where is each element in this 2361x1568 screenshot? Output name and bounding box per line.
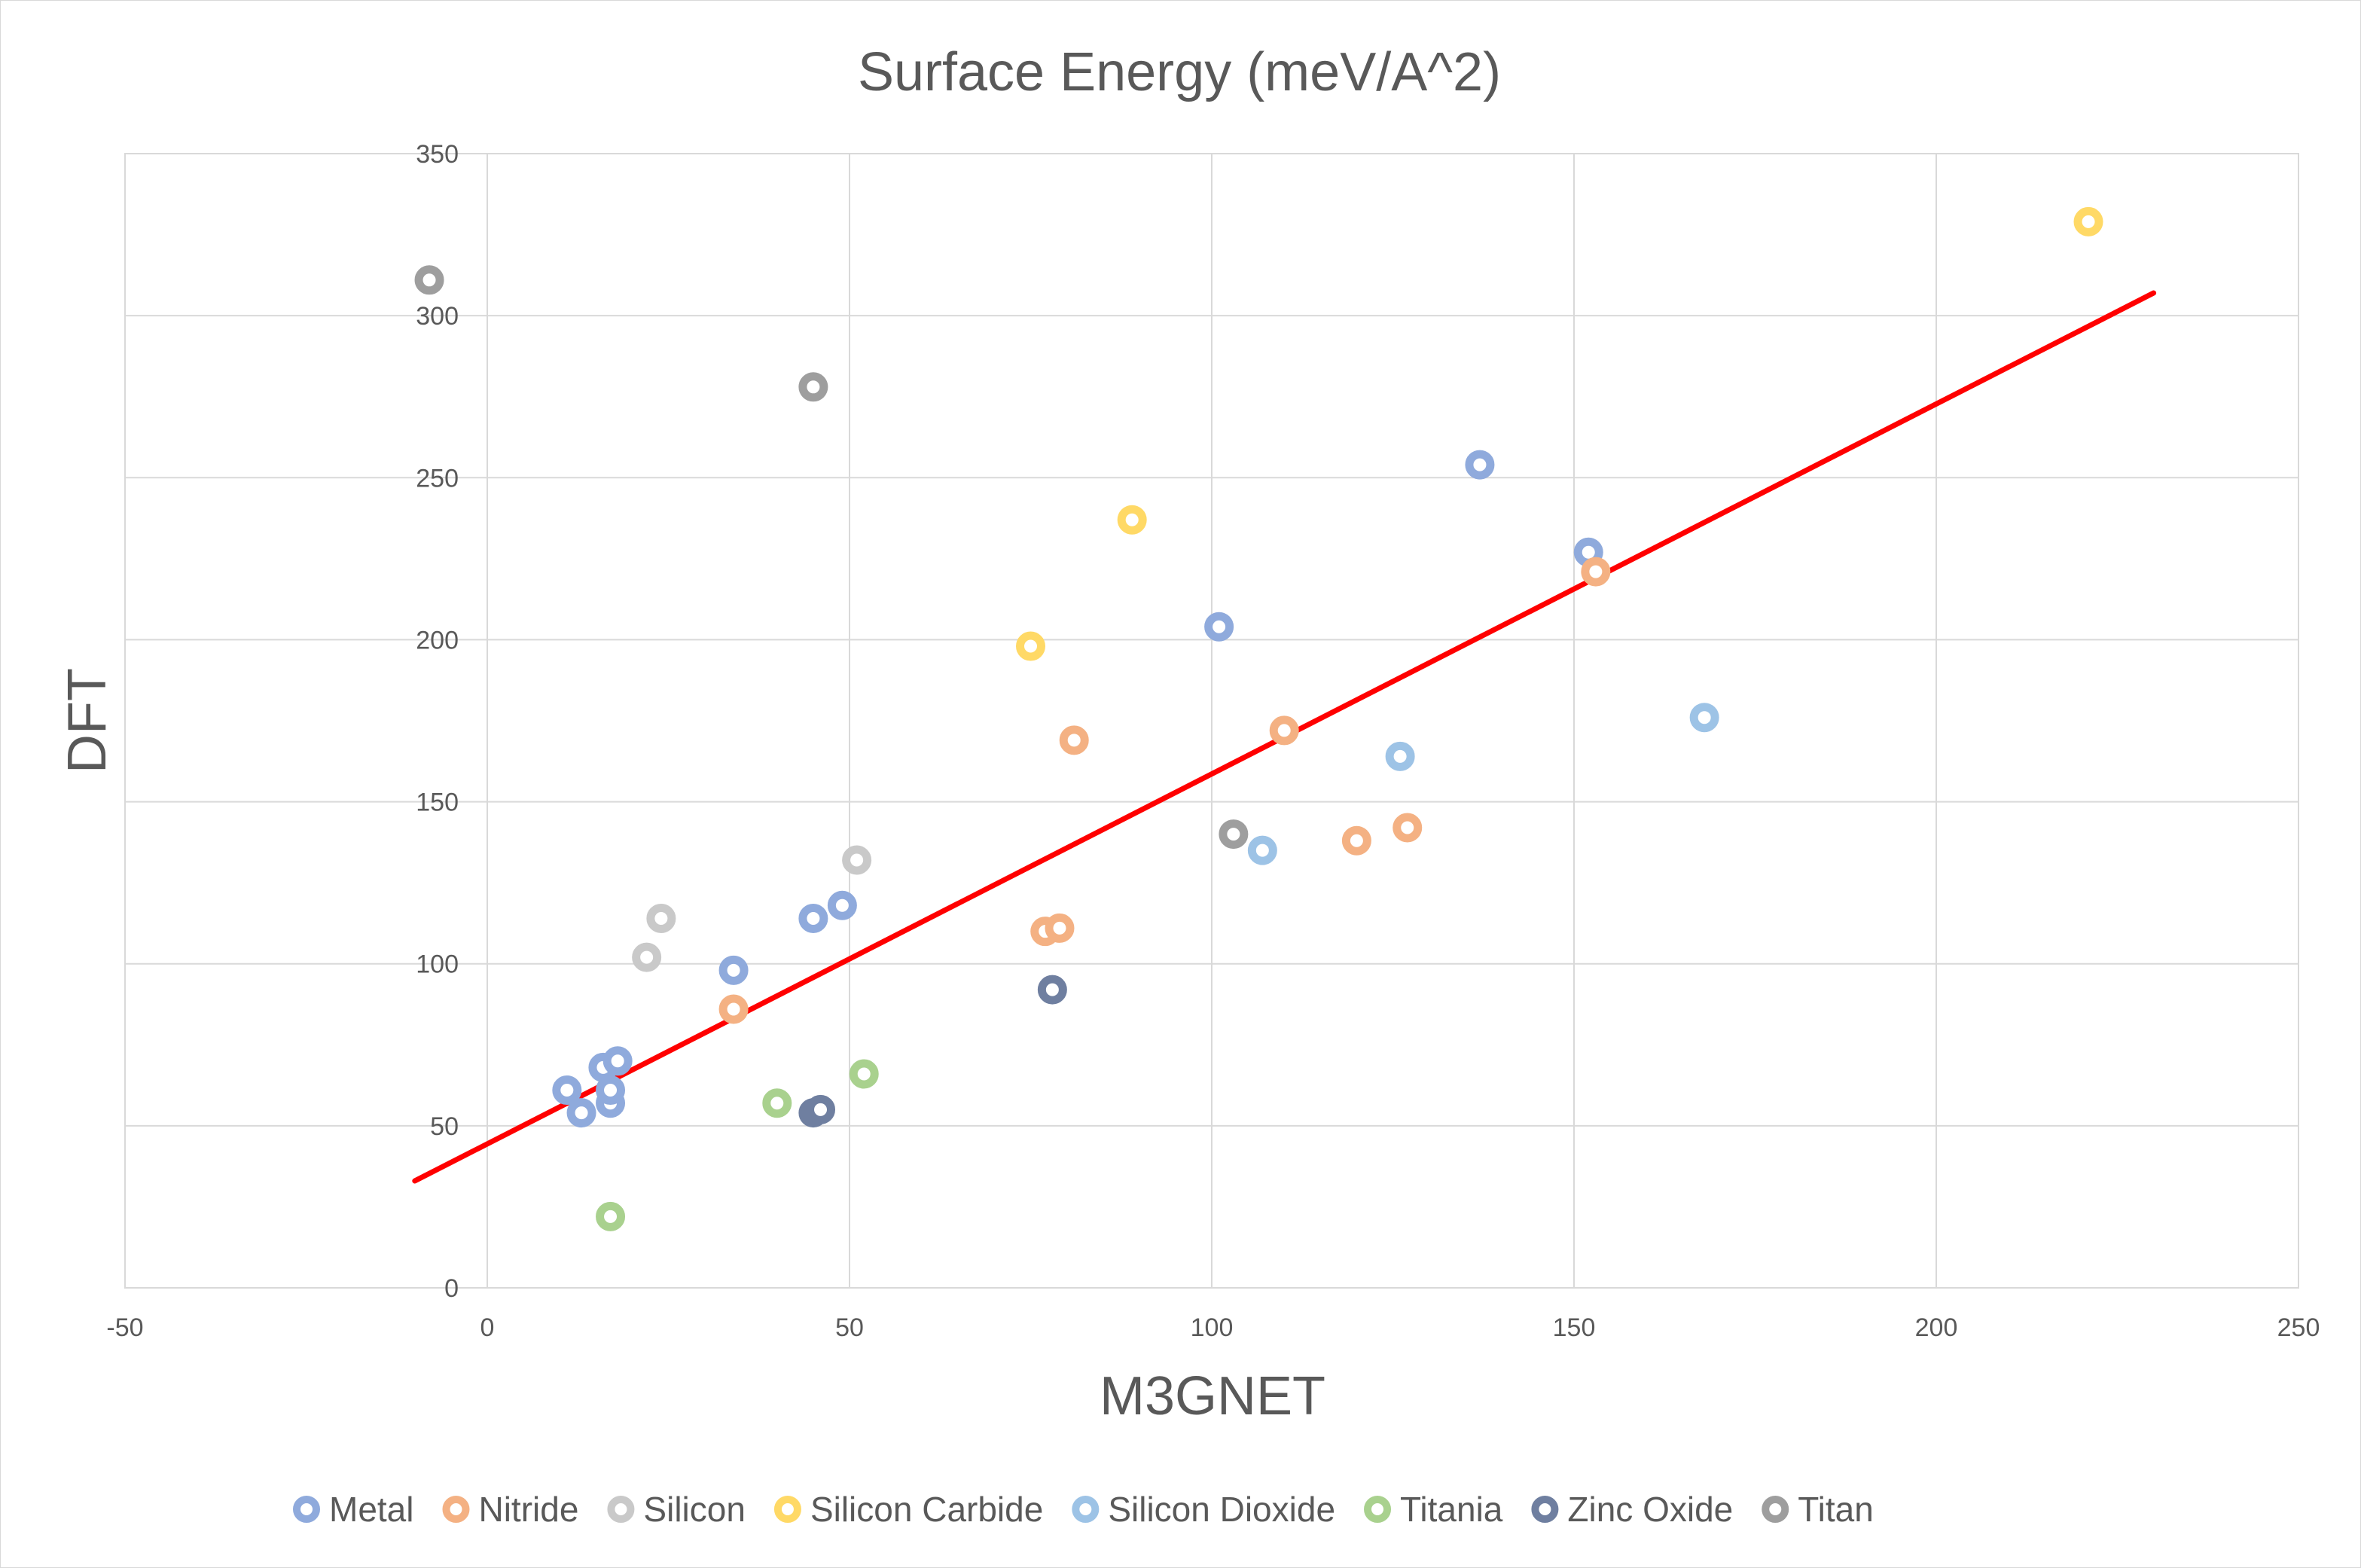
y-axis-title: DFT (57, 668, 117, 773)
y-tick-label: 300 (416, 302, 459, 331)
legend-label: Silicon Dioxide (1108, 1490, 1335, 1529)
point-silicon-dioxide (1247, 835, 1277, 865)
point-titania (762, 1088, 792, 1118)
point-silicon-carbide (2073, 206, 2103, 236)
legend-label: Titan (1798, 1490, 1874, 1529)
chart-title: Surface Energy (meV/A^2) (858, 42, 1501, 102)
point-silicon-carbide (1016, 631, 1045, 661)
legend-item-titania: Titania (1364, 1490, 1503, 1529)
point-metal (552, 1075, 582, 1106)
point-nitride (1059, 725, 1089, 755)
x-tick-label: 150 (1553, 1313, 1596, 1342)
legend-label: Nitride (478, 1490, 578, 1529)
x-tick-label: 50 (835, 1313, 864, 1342)
legend-item-nitride: Nitride (442, 1490, 578, 1529)
point-titania (596, 1201, 626, 1231)
point-silicon-dioxide (1385, 741, 1415, 771)
legend-marker-metal (293, 1496, 320, 1523)
point-metal (566, 1098, 596, 1128)
legend-label: Metal (329, 1490, 413, 1529)
legend-label: Titania (1400, 1490, 1503, 1529)
legend-marker-silicon (607, 1496, 635, 1523)
y-tick-label: 250 (416, 464, 459, 493)
y-tick-label: 150 (416, 789, 459, 817)
legend-item-silicon-dioxide: Silicon Dioxide (1072, 1490, 1335, 1529)
point-metal (1465, 450, 1495, 480)
y-tick-label: 0 (444, 1274, 459, 1303)
legend-item-silicon-carbide: Silicon Carbide (773, 1490, 1043, 1529)
point-metal (1204, 612, 1234, 642)
x-tick-label: 0 (480, 1313, 495, 1342)
y-tick-label: 100 (416, 950, 459, 979)
legend-label: Silicon (643, 1490, 746, 1529)
point-silicon-carbide (1117, 505, 1147, 535)
point-nitride (1581, 557, 1611, 587)
point-nitride (718, 994, 749, 1024)
legend-marker-silicon-dioxide (1072, 1496, 1100, 1523)
point-metal (602, 1046, 633, 1076)
x-tick-label: 100 (1191, 1313, 1234, 1342)
x-tick-label: -50 (106, 1313, 143, 1342)
point-metal (596, 1075, 626, 1106)
point-nitride (1341, 825, 1371, 856)
point-silicon (646, 903, 676, 933)
point-titan (798, 372, 828, 402)
legend-marker-silicon-carbide (773, 1496, 801, 1523)
point-silicon (842, 845, 872, 875)
scatter-points (414, 206, 2103, 1231)
legend-marker-nitride (442, 1496, 470, 1523)
point-titan (1219, 819, 1249, 850)
y-tick-label: 200 (416, 626, 459, 654)
point-nitride (1269, 715, 1299, 746)
x-tick-labels: -50 0 50 100 150 200 250 (106, 1313, 2320, 1342)
point-zinc-oxide (806, 1094, 836, 1124)
x-axis-title: M3GNET (1100, 1366, 1325, 1426)
point-metal (798, 903, 828, 933)
axes (125, 154, 2298, 1289)
legend-item-titan: Titan (1762, 1490, 1874, 1529)
point-titania (849, 1059, 879, 1089)
point-nitride (1045, 913, 1075, 943)
x-tick-label: 250 (2277, 1313, 2320, 1342)
point-zinc-oxide (1037, 975, 1067, 1005)
point-titan (414, 265, 444, 295)
y-tick-label: 350 (416, 140, 459, 169)
legend-label: Silicon Carbide (810, 1490, 1043, 1529)
legend-item-metal: Metal (293, 1490, 413, 1529)
legend-marker-titan (1762, 1496, 1789, 1523)
legend-item-silicon: Silicon (607, 1490, 746, 1529)
point-silicon (632, 942, 662, 972)
legend-label: Zinc Oxide (1567, 1490, 1733, 1529)
legend-item-zinc-oxide: Zinc Oxide (1531, 1490, 1733, 1529)
y-tick-label: 50 (430, 1112, 459, 1141)
point-metal (827, 890, 857, 920)
legend-marker-titania (1364, 1496, 1392, 1523)
point-silicon-dioxide (1689, 703, 1719, 733)
point-metal (718, 955, 749, 985)
legend-marker-zinc-oxide (1531, 1496, 1559, 1523)
y-tick-labels: 0 50 100 150 200 250 300 350 (416, 140, 459, 1303)
legend: Metal Nitride Silicon Silicon Carbide Silico… (293, 1490, 1874, 1529)
x-tick-label: 200 (1915, 1313, 1958, 1342)
point-nitride (1393, 813, 1423, 843)
